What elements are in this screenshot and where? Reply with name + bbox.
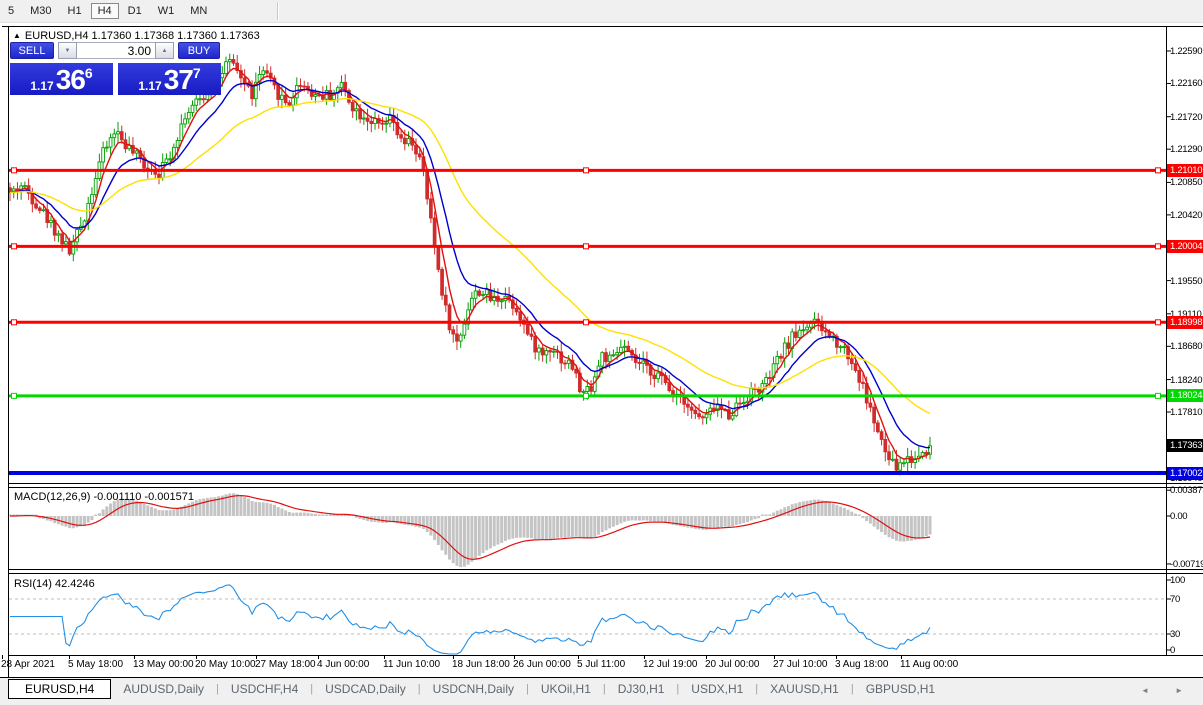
time-axis-label: 27 Jul 10:00 xyxy=(773,659,828,670)
chart-tab-eurusd[interactable]: EURUSD,H4 xyxy=(8,679,112,699)
macd-axis-label: 0.00 xyxy=(1170,511,1188,522)
time-axis-label: 11 Aug 00:00 xyxy=(900,659,959,670)
trade-panel-prices: 1.17 36 6 1.17 37 7 xyxy=(10,63,222,95)
buy-button[interactable]: BUY xyxy=(178,42,220,59)
hline-price-tag: 1.21010 xyxy=(1167,164,1203,177)
chevron-down-icon: ▼ xyxy=(64,47,71,54)
price-axis-label: 1.17810 xyxy=(1170,407,1203,418)
chart-tab-gbpusd[interactable]: GBPUSD,H1 xyxy=(865,682,936,696)
chart-tab-audusd[interactable]: AUDUSD,Daily xyxy=(123,682,205,696)
chart-tab-bar: EURUSD,H4 AUDUSD,Daily | USDCHF,H4 | USDCAD,D… xyxy=(0,678,1203,705)
collapse-triangle-icon: ▲ xyxy=(13,31,21,40)
tab-separator: | xyxy=(755,683,759,695)
chart-tab-usdcnh[interactable]: USDCNH,Daily xyxy=(432,682,514,696)
chart-tab-xauusd[interactable]: XAUUSD,H1 xyxy=(770,682,839,696)
time-axis-label: 26 Jun 00:00 xyxy=(513,659,571,670)
time-axis-label: 3 Aug 18:00 xyxy=(835,659,889,670)
timeframe-button-d1[interactable]: D1 xyxy=(127,5,142,17)
tab-separator: | xyxy=(602,683,606,695)
chart-tab-ukoil[interactable]: UKOil,H1 xyxy=(540,682,591,696)
tab-separator: | xyxy=(676,683,680,695)
buy-price-big: 37 xyxy=(163,64,194,95)
trade-panel-controls: SELL ▼ ▲ BUY xyxy=(10,42,222,59)
buy-price-sup: 7 xyxy=(192,65,201,81)
price-axis-label: 1.20850 xyxy=(1170,177,1203,188)
sell-button[interactable]: SELL xyxy=(10,42,54,59)
tab-scroll-arrows[interactable]: ◄ ► xyxy=(1140,686,1195,695)
time-axis-label: 18 Jun 18:00 xyxy=(452,659,510,670)
timeframe-button-h4[interactable]: H4 xyxy=(90,3,119,19)
chart-symbol-title: ▲ EURUSD,H4 1.17360 1.17368 1.17360 1.173… xyxy=(13,30,260,42)
symbol-ohlc-text: EURUSD,H4 1.17360 1.17368 1.17360 1.1736… xyxy=(24,30,260,42)
time-axis-label: 11 Jun 10:00 xyxy=(383,659,441,670)
chevron-up-icon: ▲ xyxy=(161,47,168,54)
time-axis-label: 28 Apr 2021 xyxy=(1,659,55,670)
price-axis-label: 1.19550 xyxy=(1170,276,1203,287)
buy-price-display[interactable]: 1.17 37 7 xyxy=(118,63,221,95)
time-axis-label: 27 May 18:00 xyxy=(255,659,316,670)
hline-price-tag: 1.17002 xyxy=(1167,467,1203,480)
price-axis-label: 1.18240 xyxy=(1170,375,1203,386)
price-axis-label: 1.21720 xyxy=(1170,112,1203,123)
macd-axis-label: -0.00719 xyxy=(1170,559,1203,570)
macd-axis-label: 0.00387 xyxy=(1170,485,1203,496)
hline-price-tag: 1.18998 xyxy=(1167,316,1203,329)
timeframe-button-w1[interactable]: W1 xyxy=(157,5,175,17)
price-axis-label: 1.18680 xyxy=(1170,341,1203,352)
sell-price-big: 36 xyxy=(55,64,86,95)
price-axis-label: 1.22160 xyxy=(1170,78,1203,89)
tab-separator: | xyxy=(850,683,854,695)
price-axis-label: 1.19110 xyxy=(1170,309,1202,320)
price-axis-label: 1.21290 xyxy=(1170,144,1203,155)
time-axis-label: 20 May 10:00 xyxy=(195,659,256,670)
sell-price-sup: 6 xyxy=(84,65,93,81)
sell-price-display[interactable]: 1.17 36 6 xyxy=(10,63,113,95)
tab-separator: | xyxy=(310,683,314,695)
timeframe-button-mn[interactable]: MN xyxy=(190,5,208,17)
time-axis-label: 13 May 00:00 xyxy=(133,659,194,670)
volume-decrease-button[interactable]: ▼ xyxy=(58,42,77,59)
toolbar-separator xyxy=(277,2,280,20)
chart-tab-usdcad[interactable]: USDCAD,Daily xyxy=(325,682,406,696)
hline-price-tag: 1.18024 xyxy=(1167,389,1203,402)
chart-tab-dj30[interactable]: DJ30,H1 xyxy=(617,682,665,696)
time-axis-label: 12 Jul 19:00 xyxy=(643,659,698,670)
volume-increase-button[interactable]: ▲ xyxy=(155,42,174,59)
timeframe-button-5[interactable]: 5 xyxy=(8,5,15,17)
chart-tab-usdx[interactable]: USDX,H1 xyxy=(691,682,744,696)
sell-price-prefix: 1.17 xyxy=(30,79,54,93)
current-price-tag: 1.17363 xyxy=(1167,439,1203,452)
time-axis-label: 20 Jul 00:00 xyxy=(705,659,760,670)
buy-price-prefix: 1.17 xyxy=(138,79,162,93)
tab-separator: | xyxy=(526,683,529,695)
price-axis-label: 1.22590 xyxy=(1170,46,1203,57)
chart-tab-usdchf[interactable]: USDCHF,H4 xyxy=(230,682,299,696)
time-axis-label: 5 Jul 11:00 xyxy=(577,659,626,670)
macd-indicator-label: MACD(12,26,9) -0.001110 -0.001571 xyxy=(14,491,194,503)
timeframe-button-h1[interactable]: H1 xyxy=(67,5,82,17)
timeframe-toolbar: 5 M30 H1 H4 D1 W1 MN xyxy=(0,0,1203,23)
rsi-axis-label: 30 xyxy=(1170,629,1180,640)
time-axis-label: 4 Jun 00:00 xyxy=(317,659,370,670)
tab-separator: | xyxy=(417,683,421,695)
time-axis-label: 5 May 18:00 xyxy=(68,659,124,670)
rsi-axis-label: 70 xyxy=(1170,594,1180,605)
timeframe-button-m30[interactable]: M30 xyxy=(30,5,52,17)
price-axis-label: 1.20420 xyxy=(1170,210,1203,221)
rsi-indicator-label: RSI(14) 42.4246 xyxy=(14,578,95,590)
rsi-axis-label: 0 xyxy=(1170,645,1175,656)
rsi-axis-label: 100 xyxy=(1170,575,1185,586)
hline-price-tag: 1.20004 xyxy=(1167,240,1203,253)
volume-input[interactable] xyxy=(77,42,155,59)
tab-separator: | xyxy=(216,683,219,695)
